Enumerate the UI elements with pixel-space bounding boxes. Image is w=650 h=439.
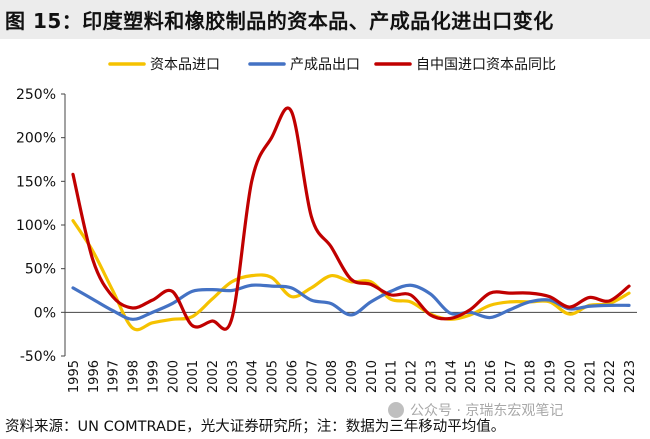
wechat-icon: [388, 402, 404, 418]
x-tick-label: 2006: [285, 360, 300, 393]
x-tick-label: 2007: [305, 360, 320, 393]
y-tick-label: -50%: [20, 349, 56, 365]
x-tick-label: 2002: [206, 360, 221, 393]
x-tick-label: 2022: [603, 360, 618, 393]
x-tick-label: 2001: [186, 360, 201, 393]
watermark-prefix: 公众号: [410, 403, 452, 419]
x-tick-label: 2003: [226, 360, 241, 393]
figure-title: 图 15：印度塑料和橡胶制品的资本品、产成品化进出口变化: [5, 9, 554, 33]
legend: 资本品进口 产成品出口 自中国进口资本品同比: [108, 57, 556, 73]
title-bar: 图 15：印度塑料和橡胶制品的资本品、产成品化进出口变化: [0, 0, 650, 39]
x-tick-label: 2009: [345, 360, 360, 393]
x-tick-label: 2008: [325, 360, 340, 393]
series-line-1: [71, 283, 631, 321]
source-note: 资料来源：UN COMTRADE，光大证券研究所；注：数据为三年移动平均值。: [5, 419, 506, 435]
x-tick-label: 2010: [365, 360, 380, 393]
x-tick-label: 2017: [504, 360, 519, 393]
legend-label: 自中国进口资本品同比: [416, 57, 556, 73]
x-tick-label: 2016: [484, 360, 499, 393]
x-tick-label: 2005: [266, 360, 281, 393]
watermark-name: 京瑞东宏观笔记: [465, 403, 564, 419]
x-tick-label: 2020: [563, 360, 578, 393]
y-tick-label: 0%: [34, 305, 56, 321]
x-tick-label: 2011: [385, 360, 400, 393]
x-tick-label: 2015: [464, 360, 479, 393]
x-tick-label: 2021: [583, 360, 598, 393]
y-tick-label: 100%: [16, 218, 56, 234]
series-line-2: [71, 106, 631, 331]
y-tick-label: 150%: [16, 174, 56, 190]
x-tick-label: 1995: [67, 360, 82, 393]
x-tick-label: 2023: [623, 360, 638, 393]
x-tick-label: 2004: [246, 360, 261, 393]
x-tick-label: 2000: [166, 360, 181, 393]
x-tick-label: 2014: [444, 360, 459, 393]
x-tick-label: 2019: [544, 360, 559, 393]
y-tick-label: 200%: [16, 131, 56, 147]
watermark: 公众号 · 京瑞东宏观笔记: [388, 400, 563, 420]
y-tick-label: 250%: [16, 87, 56, 103]
y-tick-label: 50%: [25, 262, 56, 278]
x-tick-label: 2018: [524, 360, 539, 393]
legend-label: 产成品出口: [290, 57, 360, 73]
x-tick-label: 1996: [87, 360, 102, 393]
x-tick-label: 2012: [405, 360, 420, 393]
legend-label: 资本品进口: [150, 57, 220, 73]
x-tick-label: 1999: [146, 360, 161, 393]
x-tick-label: 1997: [107, 360, 122, 393]
axes: -50% 0% 50% 100% 150% 200% 250% 1995 1996 1997 199…: [16, 87, 638, 393]
x-tick-label: 1998: [127, 360, 142, 393]
x-tick-label: 2013: [424, 360, 439, 393]
chart: 资本品进口 产成品出口 自中国进口资本品同比 -50% 0% 50% 100% 150% 20…: [16, 57, 638, 393]
series-lines: [71, 106, 631, 332]
